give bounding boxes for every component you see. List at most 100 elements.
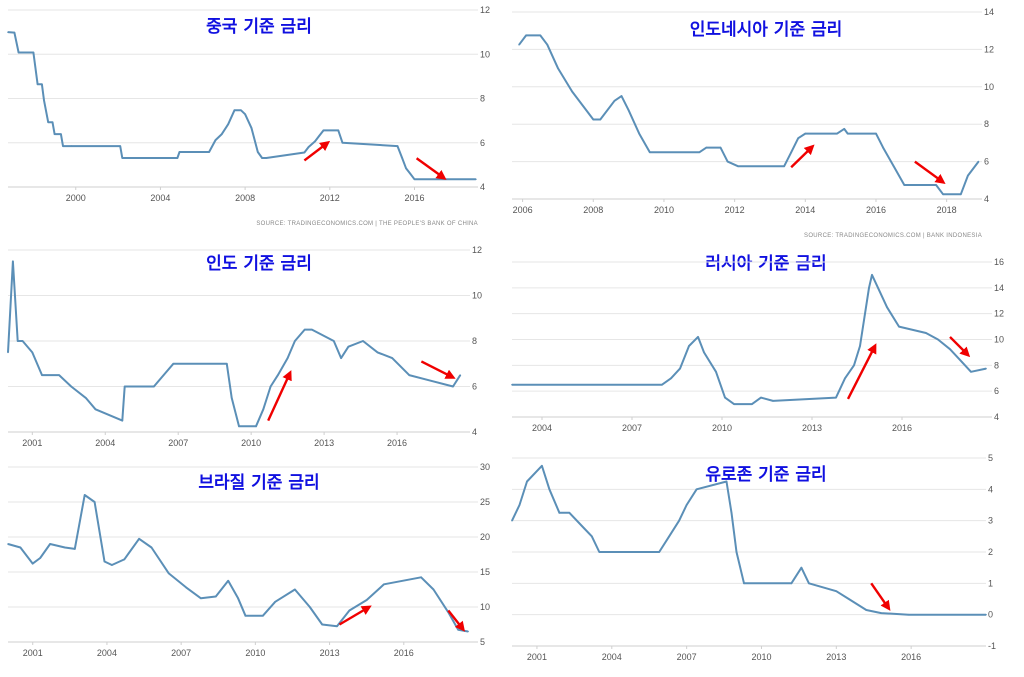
data-point xyxy=(314,140,316,143)
data-point xyxy=(16,340,19,342)
x-tick-label: 2016 xyxy=(892,423,912,433)
data-point xyxy=(409,172,412,175)
x-tick-label: 2013 xyxy=(314,438,334,448)
y-tick-label: 12 xyxy=(480,5,490,15)
x-tick-label: 2000 xyxy=(66,193,86,203)
data-point xyxy=(886,306,888,309)
data-point xyxy=(311,328,313,331)
data-point xyxy=(391,357,393,359)
data-point xyxy=(670,377,672,380)
data-point xyxy=(70,385,73,388)
y-tick-label: 12 xyxy=(472,245,482,255)
data-point xyxy=(726,160,729,163)
data-point xyxy=(227,579,229,582)
data-point xyxy=(737,165,739,168)
data-point xyxy=(93,501,96,503)
annotation-arrow xyxy=(267,370,292,422)
data-point xyxy=(804,132,807,135)
data-point xyxy=(772,400,774,402)
chart-canvas: 4 6 8 10 12 2000 2004 2008 2012 2016 SOURCE: TRADI… xyxy=(7,5,490,227)
data-point xyxy=(843,128,845,130)
data-point xyxy=(865,609,868,611)
data-point xyxy=(121,157,124,159)
data-point xyxy=(658,551,660,553)
data-point xyxy=(638,132,641,135)
chart-title: 브라질 기준 금리 xyxy=(198,473,320,493)
data-point xyxy=(262,408,265,411)
data-point xyxy=(265,157,268,159)
data-point xyxy=(303,328,306,331)
data-point xyxy=(250,127,253,129)
data-point xyxy=(336,625,338,628)
x-tick-label: 2010 xyxy=(241,438,261,448)
chart-panel-eurozone: 유로존 기준 금리 -1 0 1 2 3 4 5 2001 2004 2007 2010 2013 20… xyxy=(511,453,1020,677)
data-point xyxy=(541,465,543,467)
x-tick-label: 2013 xyxy=(320,648,340,658)
data-point xyxy=(548,488,551,491)
y-tick-label: 15 xyxy=(480,567,490,577)
data-point xyxy=(123,558,126,561)
x-tick-label: 2010 xyxy=(751,652,771,662)
data-point xyxy=(613,100,616,102)
data-point xyxy=(835,590,838,592)
data-point xyxy=(697,336,699,338)
data-point xyxy=(518,504,521,506)
data-point xyxy=(760,396,762,399)
data-point xyxy=(337,129,340,132)
data-point xyxy=(715,370,717,373)
data-point xyxy=(321,623,323,626)
y-tick-label: 8 xyxy=(994,360,999,370)
y-tick-label: 3 xyxy=(988,516,993,526)
data-point xyxy=(261,614,264,617)
data-point xyxy=(526,480,528,483)
data-point xyxy=(400,156,403,158)
y-tick-label: 10 xyxy=(480,49,490,59)
data-point xyxy=(705,146,708,149)
data-point xyxy=(7,351,9,354)
data-point xyxy=(959,193,962,196)
chart-canvas: 5 10 15 20 25 30 2001 2004 2007 2010 2013 2016 xyxy=(7,462,490,658)
data-point xyxy=(875,132,877,135)
data-point xyxy=(121,419,124,422)
y-tick-label: -1 xyxy=(988,641,996,651)
data-point xyxy=(546,43,549,46)
data-point xyxy=(868,287,870,289)
chart-title: 러시아 기준 금리 xyxy=(705,254,827,274)
data-point xyxy=(649,151,651,154)
y-tick-label: 25 xyxy=(480,497,490,507)
data-point xyxy=(599,118,602,121)
y-tick-label: 8 xyxy=(480,94,485,104)
data-point xyxy=(185,586,187,589)
x-tick-label: 2001 xyxy=(22,438,42,448)
data-point xyxy=(138,537,140,540)
data-point xyxy=(83,494,86,496)
y-tick-label: 16 xyxy=(994,257,1004,267)
data-point xyxy=(591,535,593,538)
data-point xyxy=(60,133,62,135)
data-point xyxy=(685,504,688,506)
x-tick-label: 2001 xyxy=(23,648,43,658)
data-point xyxy=(340,357,342,359)
data-point xyxy=(62,145,64,147)
data-point xyxy=(261,157,263,159)
data-point xyxy=(341,141,344,144)
data-point xyxy=(961,361,963,363)
data-point xyxy=(22,51,24,54)
series-line xyxy=(7,31,476,181)
data-point xyxy=(882,146,884,149)
data-point xyxy=(176,157,179,159)
data-point xyxy=(703,351,705,354)
y-tick-label: 4 xyxy=(994,412,999,422)
annotation-arrow xyxy=(846,343,877,400)
y-tick-label: 12 xyxy=(984,44,994,54)
series-line xyxy=(511,464,986,616)
data-point xyxy=(12,260,14,263)
data-point xyxy=(525,34,527,37)
data-point xyxy=(511,519,513,522)
x-tick-label: 2004 xyxy=(602,652,622,662)
data-point xyxy=(31,562,34,565)
data-point xyxy=(853,364,855,367)
data-point xyxy=(937,338,939,341)
data-point xyxy=(255,425,257,428)
data-point xyxy=(733,403,735,405)
